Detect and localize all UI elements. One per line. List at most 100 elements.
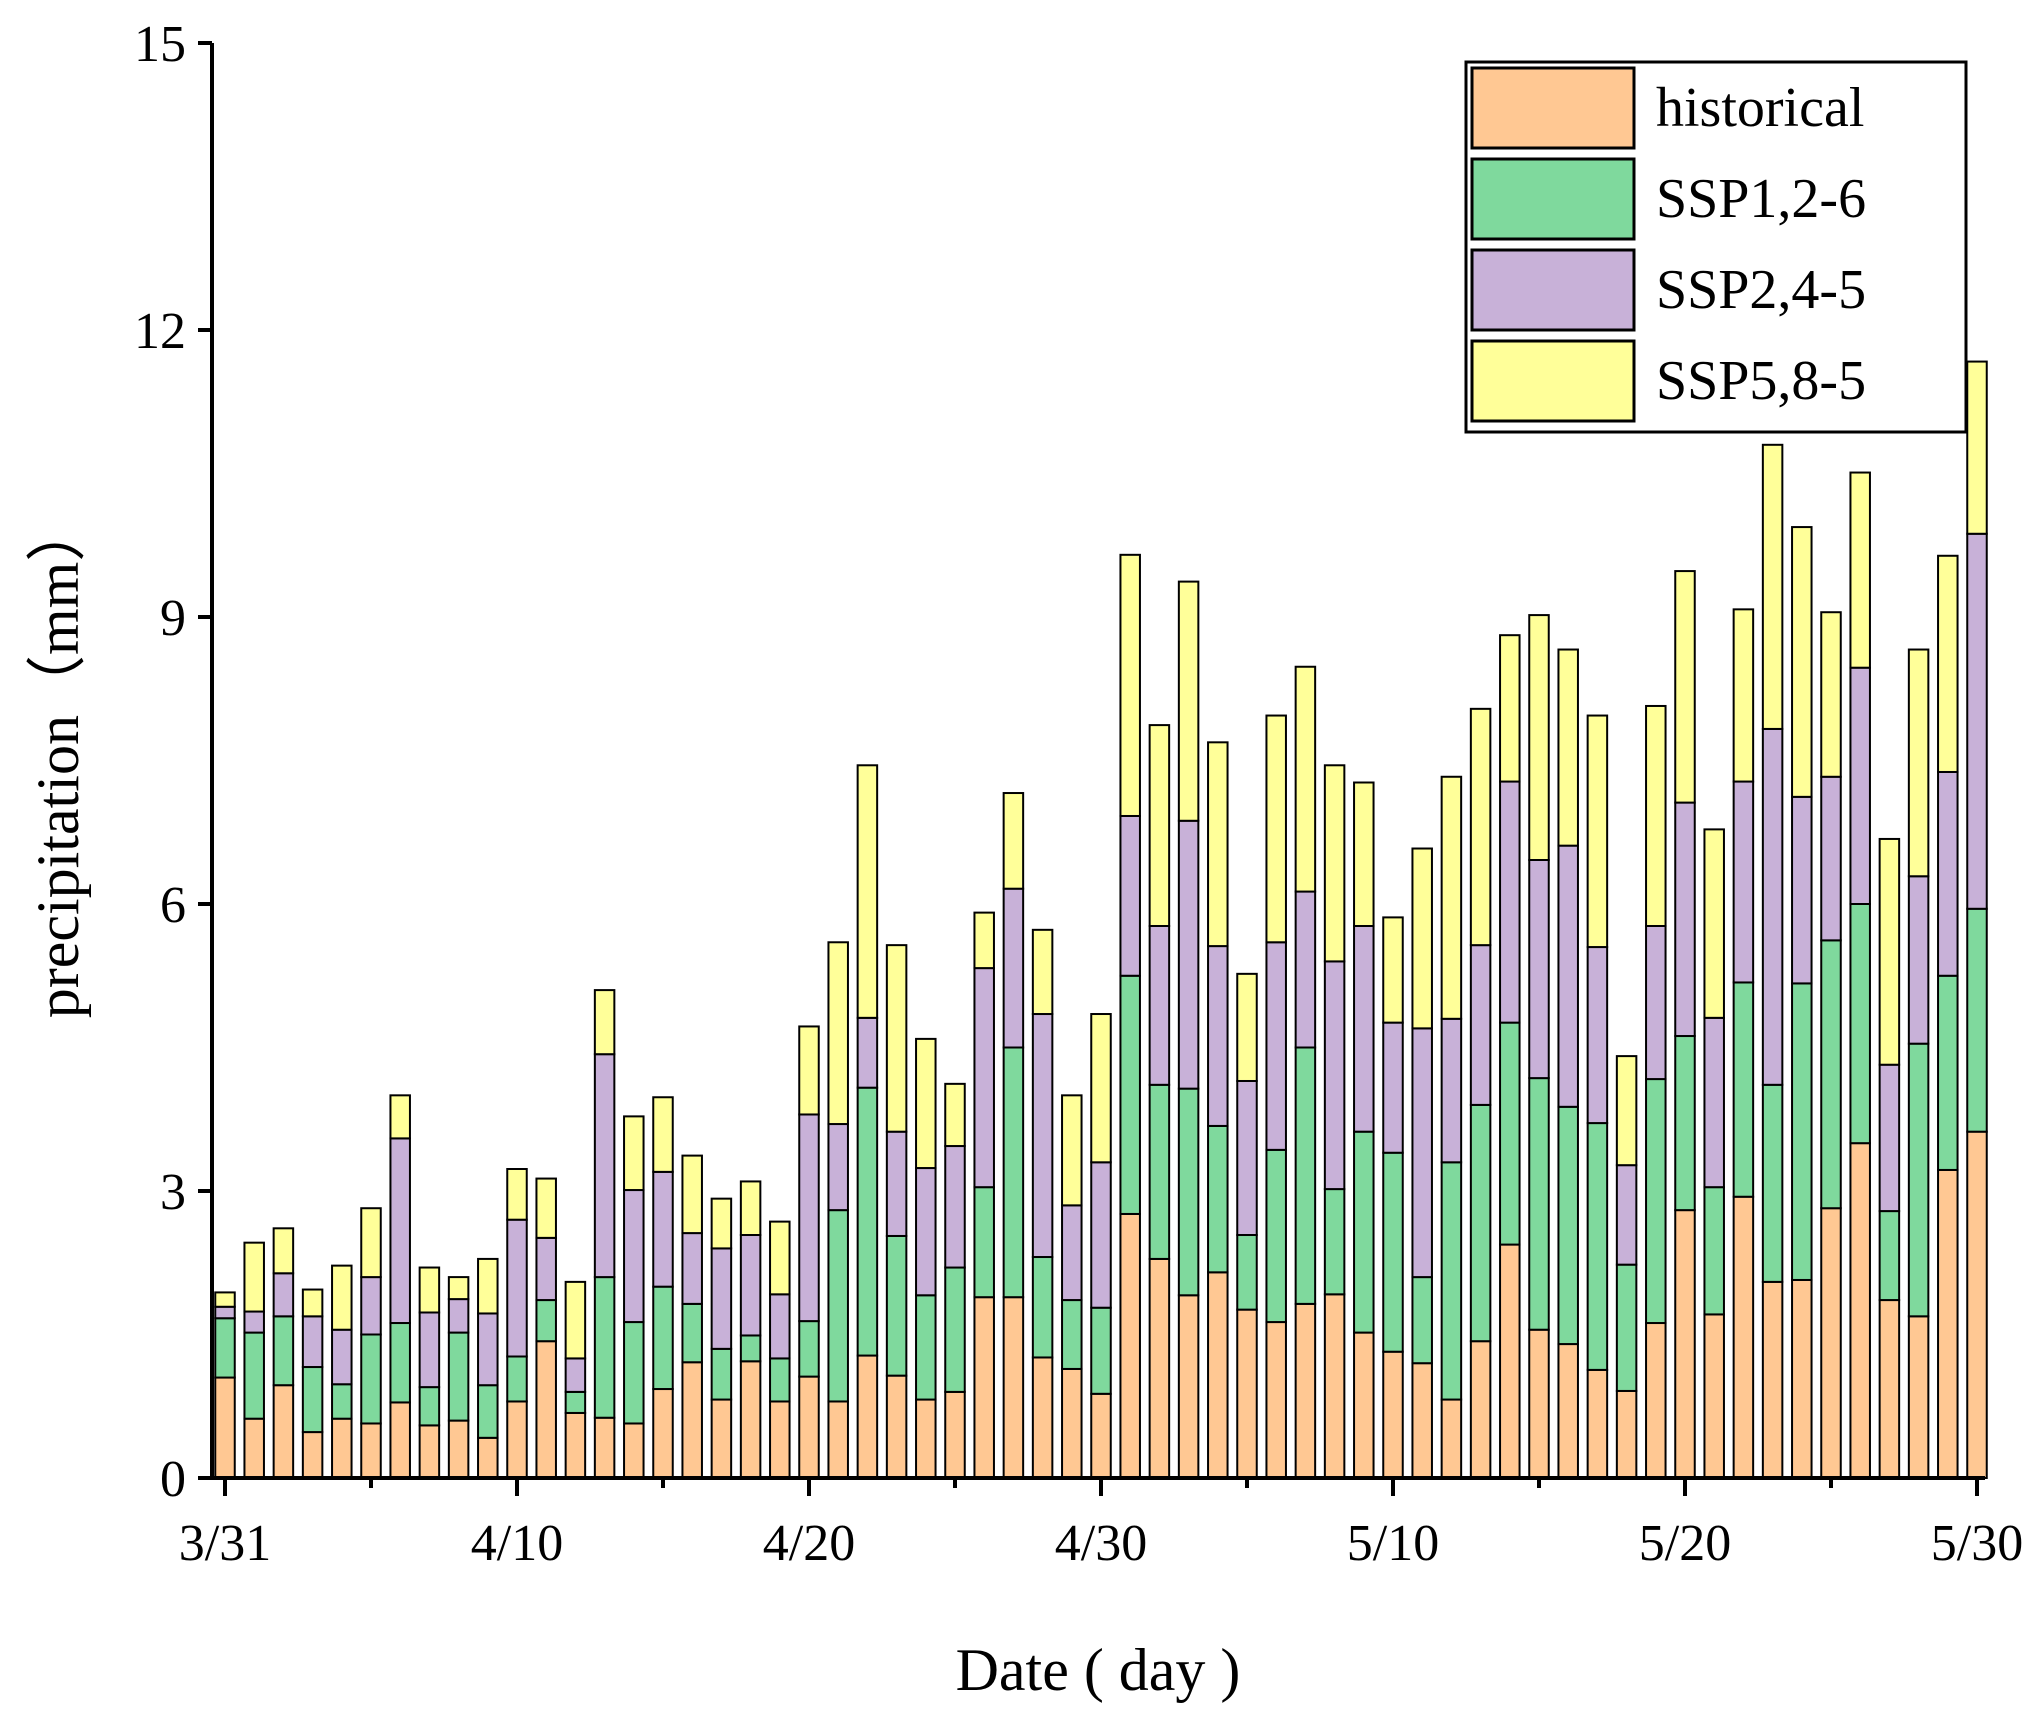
bar-historical-4-21: [827, 1400, 849, 1479]
bar-ssp5-8-5-5-19: [1645, 704, 1667, 927]
y-tick-label-3: 3: [160, 1164, 186, 1221]
bar-ssp5-8-5-5-20: [1674, 570, 1696, 804]
bar-ssp2-4-5-5-17: [1586, 946, 1609, 1125]
bar-historical-4-22: [856, 1354, 879, 1480]
bar-ssp2-4-5-5-29: [1937, 770, 1959, 977]
bar-historical-5-19: [1645, 1322, 1667, 1480]
bar-ssp1-2-6-4-26: [973, 1186, 995, 1299]
bar-ssp2-4-5-5-28: [1907, 875, 1930, 1045]
bar-ssp1-2-6-4-12: [564, 1390, 587, 1414]
bar-historical-5-1: [1119, 1212, 1141, 1479]
bar-ssp2-4-5-4-28: [1031, 1013, 1054, 1259]
bar-ssp1-2-6-4-8: [447, 1331, 470, 1422]
bar-ssp1-2-6-5-30: [1966, 907, 1988, 1133]
bar-ssp5-8-5-5-28: [1907, 648, 1930, 878]
bar-historical-5-28: [1907, 1315, 1930, 1479]
bar-ssp5-8-5-4-1: [243, 1241, 265, 1313]
bar-ssp1-2-6-4-7: [418, 1386, 441, 1427]
bar-ssp1-2-6-4-30: [1090, 1306, 1112, 1395]
bar-ssp5-8-5-5-3: [1177, 580, 1200, 822]
bar-ssp2-4-5-4-18: [739, 1234, 762, 1337]
bar-ssp1-2-6-4-23: [885, 1234, 908, 1377]
bar-ssp5-8-5-4-13: [593, 989, 616, 1056]
legend-swatch-ssp5-8-5: [1470, 339, 1636, 423]
bar-ssp2-4-5-4-1: [243, 1310, 265, 1334]
bar-ssp2-4-5-4-6: [389, 1137, 411, 1325]
bar-ssp5-8-5-5-7: [1294, 665, 1317, 893]
bar-ssp5-8-5-4-29: [1061, 1094, 1083, 1207]
bar-ssp1-2-6-5-8: [1323, 1188, 1346, 1296]
bar-ssp5-8-5-5-30: [1966, 360, 1988, 535]
bar-ssp5-8-5-4-24: [915, 1037, 937, 1170]
bar-historical-4-24: [915, 1398, 937, 1480]
bar-ssp1-2-6-4-6: [389, 1322, 411, 1404]
bar-ssp1-2-6-4-15: [652, 1285, 674, 1391]
bar-ssp5-8-5-5-26: [1849, 471, 1871, 669]
bar-ssp1-2-6-5-13: [1469, 1103, 1492, 1343]
x-axis-title: Date ( day ): [956, 1637, 1241, 1703]
bar-ssp5-8-5-5-2: [1148, 724, 1171, 927]
bar-ssp1-2-6-4-4: [331, 1383, 353, 1420]
bar-ssp2-4-5-4-7: [418, 1311, 441, 1389]
bar-ssp2-4-5-5-8: [1323, 960, 1346, 1191]
bar-historical-5-14: [1499, 1243, 1521, 1479]
x-ticks-group: 3/31 4/10 4/20 4/30 5/10 5/20 5/30: [179, 1478, 2023, 1572]
bar-ssp2-4-5-4-13: [593, 1053, 616, 1279]
bar-ssp5-8-5-4-8: [447, 1276, 470, 1301]
bar-ssp1-2-6-4-1: [243, 1331, 265, 1420]
bar-historical-5-17: [1586, 1368, 1609, 1480]
bar-ssp5-8-5-5-16: [1557, 648, 1579, 847]
bar-ssp1-2-6-5-9: [1353, 1130, 1375, 1334]
bar-ssp2-4-5-4-17: [710, 1247, 733, 1350]
bar-historical-5-8: [1323, 1293, 1346, 1479]
bar-ssp5-8-5-5-14: [1499, 634, 1521, 783]
bar-ssp5-8-5-5-22: [1732, 608, 1755, 783]
bar-ssp1-2-6-5-17: [1586, 1122, 1609, 1371]
bar-ssp1-2-6-4-11: [535, 1299, 557, 1343]
bar-ssp2-4-5-5-15: [1528, 858, 1550, 1080]
bar-ssp2-4-5-4-23: [885, 1130, 908, 1237]
bar-ssp5-8-5-4-2: [272, 1227, 295, 1275]
bar-historical-4-26: [973, 1296, 995, 1479]
bar-ssp2-4-5-5-7: [1294, 890, 1317, 1049]
bar-historical-5-25: [1820, 1207, 1842, 1479]
bar-ssp2-4-5-4-24: [915, 1167, 937, 1297]
bar-ssp1-2-6-4-5: [360, 1333, 382, 1425]
bar-ssp2-4-5-5-6: [1265, 941, 1287, 1151]
bar-ssp2-4-5-5-12: [1440, 1017, 1463, 1164]
bar-ssp1-2-6-5-16: [1557, 1105, 1579, 1346]
bar-ssp1-2-6-5-6: [1265, 1148, 1287, 1324]
bar-ssp2-4-5-4-5: [360, 1276, 382, 1336]
bar-historical-4-19: [769, 1400, 791, 1479]
bar-ssp2-4-5-5-30: [1966, 532, 1988, 910]
bar-historical-4-17: [710, 1398, 733, 1480]
bar-ssp1-2-6-4-29: [1061, 1299, 1083, 1370]
bar-historical-4-13: [593, 1416, 616, 1479]
bar-ssp1-2-6-4-28: [1031, 1256, 1054, 1359]
bar-ssp2-4-5-5-19: [1645, 925, 1667, 1081]
bar-ssp5-8-5-5-9: [1353, 781, 1375, 927]
bar-historical-5-27: [1878, 1299, 1901, 1480]
bar-ssp5-8-5-5-17: [1586, 714, 1609, 949]
bar-ssp2-4-5-5-24: [1791, 795, 1813, 985]
bar-ssp5-8-5-4-5: [360, 1207, 382, 1279]
bar-ssp1-2-6-5-12: [1440, 1161, 1463, 1401]
bar-ssp2-4-5-4-3: [301, 1315, 324, 1369]
bar-ssp5-8-5-4-23: [885, 944, 908, 1133]
bar-historical-5-20: [1674, 1209, 1696, 1479]
bar-ssp1-2-6-5-3: [1177, 1087, 1200, 1297]
bar-ssp5-8-5-4-19: [769, 1220, 791, 1296]
bar-ssp1-2-6-5-15: [1528, 1077, 1550, 1331]
bars-group: [214, 360, 1988, 1480]
bar-historical-4-28: [1031, 1356, 1054, 1479]
bar-ssp1-2-6-5-26: [1849, 903, 1871, 1145]
bar-ssp5-8-5-4-26: [973, 911, 995, 970]
bar-ssp2-4-5-4-16: [681, 1232, 703, 1305]
y-tick-label-0: 0: [160, 1451, 186, 1508]
bar-historical-5-22: [1732, 1195, 1755, 1479]
bar-ssp5-8-5-4-6: [389, 1094, 411, 1140]
bar-ssp2-4-5-4-8: [447, 1298, 470, 1334]
bar-ssp5-8-5-4-21: [827, 941, 849, 1126]
bar-historical-4-30: [1090, 1392, 1112, 1480]
